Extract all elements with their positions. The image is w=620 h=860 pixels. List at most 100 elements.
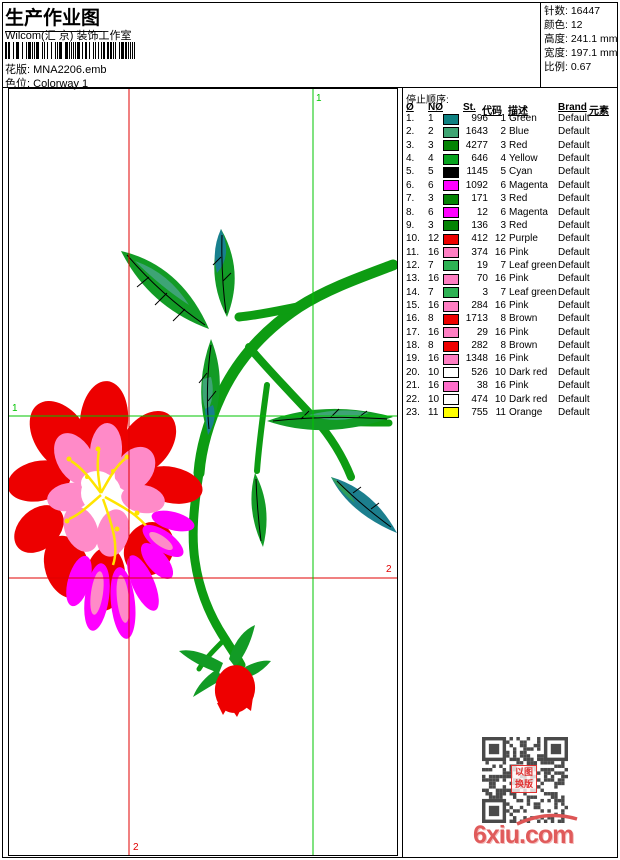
row-description: Magenta: [509, 206, 548, 218]
color-sequence-row: 9. 3 136 3 Red Default: [403, 219, 618, 232]
row-brand: Default: [558, 406, 590, 418]
color-sequence-row: 19. 16 1348 16 Pink Default: [403, 352, 618, 365]
row-needle: 8: [428, 340, 434, 352]
row-brand: Default: [558, 179, 590, 191]
guide-label-red-bottom: 2: [133, 842, 139, 853]
row-needle: 16: [428, 353, 440, 365]
row-brand: Default: [558, 366, 590, 378]
table-caption: 停止顺序:: [406, 95, 449, 106]
row-description: Red: [509, 139, 528, 151]
color-swatch: [443, 273, 459, 285]
color-sequence-row: 1. 1 996 1 Green Default: [403, 112, 618, 125]
row-index: 8.: [406, 206, 415, 218]
guide-lines: 1 1 2 2: [9, 89, 397, 855]
guide-label-green-top: 1: [316, 93, 322, 104]
watermark-swoosh: [516, 813, 578, 826]
row-description: Dark red: [509, 393, 548, 405]
row-description: Red: [509, 193, 528, 205]
guide-label-green-left: 1: [12, 403, 18, 414]
row-stitches: 1145: [466, 166, 488, 178]
row-index: 16.: [406, 313, 420, 325]
row-index: 19.: [406, 353, 420, 365]
color-sequence-row: 5. 5 1145 5 Cyan Default: [403, 165, 618, 178]
row-index: 20.: [406, 366, 420, 378]
row-needle: 16: [428, 246, 440, 258]
row-needle: 12: [428, 233, 440, 245]
row-stitches: 526: [471, 366, 488, 378]
row-stitches: 38: [476, 380, 488, 392]
color-swatch: [443, 126, 459, 138]
row-needle: 3: [428, 193, 434, 205]
row-index: 4.: [406, 153, 415, 165]
row-description: Pink: [509, 300, 529, 312]
color-swatch: [443, 207, 459, 219]
stems: [188, 259, 399, 672]
row-brand: Default: [558, 393, 590, 405]
row-brand: Default: [558, 259, 590, 271]
row-description: Leaf green: [509, 286, 557, 298]
row-stitches: 474: [471, 393, 488, 405]
row-code: 3: [500, 139, 506, 151]
embroidery-design: 1 1 2 2: [7, 89, 399, 855]
row-stitches: 136: [471, 219, 488, 231]
row-index: 1.: [406, 113, 415, 124]
row-needle: 10: [428, 393, 440, 405]
color-sequence-row: 4. 4 646 4 Yellow Default: [403, 152, 618, 165]
color-sequence-row: 10. 12 412 12 Purple Default: [403, 232, 618, 245]
row-brand: Default: [558, 206, 590, 218]
row-index: 6.: [406, 179, 415, 191]
row-stitches: 29: [476, 326, 488, 338]
row-code: 3: [500, 193, 506, 205]
row-index: 17.: [406, 326, 420, 338]
row-needle: 4: [428, 153, 434, 165]
color-sequence-row: 23. 11 755 11 Orange Default: [403, 406, 618, 419]
row-brand: Default: [558, 139, 590, 151]
row-needle: 16: [428, 326, 440, 338]
row-code: 2: [500, 126, 506, 138]
row-brand: Default: [558, 326, 590, 338]
row-brand: Default: [558, 300, 590, 312]
color-swatch: [443, 380, 459, 392]
column-header: 元素: [589, 106, 609, 117]
color-swatch: [443, 140, 459, 152]
row-description: Magenta: [509, 179, 548, 191]
row-stitches: 1713: [465, 313, 488, 325]
row-needle: 7: [428, 259, 434, 271]
row-description: Pink: [509, 273, 529, 285]
row-index: 15.: [406, 300, 420, 312]
color-sequence-row: 6. 6 1092 6 Magenta Default: [403, 179, 618, 192]
row-brand: Default: [558, 113, 590, 124]
row-stitches: 4277: [465, 139, 488, 151]
row-code: 1: [500, 113, 506, 124]
row-index: 13.: [406, 273, 420, 285]
row-brand: Default: [558, 313, 590, 325]
row-brand: Default: [558, 153, 590, 165]
column-header: Ø: [406, 102, 414, 113]
row-stitches: 1092: [465, 179, 488, 191]
row-description: Orange: [509, 406, 543, 418]
qr-stamp-line1: 以图: [514, 767, 533, 777]
color-swatch: [443, 260, 459, 272]
row-needle: 1: [428, 113, 434, 124]
row-stitches: 1643: [465, 126, 488, 138]
row-index: 11.: [406, 246, 420, 258]
colorway-value: Colorway 1: [33, 78, 89, 90]
row-stitches: 1348: [465, 353, 488, 365]
row-brand: Default: [558, 219, 590, 231]
design-stats: 针数: 16447 颜色: 12 高度: 241.1 mm 宽度: 197.1 mm 比…: [544, 4, 618, 74]
row-stitches: 284: [471, 300, 488, 312]
row-needle: 3: [428, 139, 434, 151]
color-sequence-row: 2. 2 1643 2 Blue Default: [403, 125, 618, 138]
row-code: 16: [494, 326, 506, 338]
row-needle: 5: [428, 166, 434, 178]
row-code: 10: [494, 393, 506, 405]
design-preview: 1 1 2 2: [7, 88, 399, 856]
row-index: 10.: [406, 233, 420, 245]
row-index: 12.: [406, 259, 420, 271]
row-needle: 2: [428, 126, 434, 138]
row-code: 5: [500, 166, 506, 178]
row-brand: Default: [558, 246, 590, 258]
row-needle: 16: [428, 380, 440, 392]
color-sequence-row: 11. 16 374 16 Pink Default: [403, 246, 618, 259]
